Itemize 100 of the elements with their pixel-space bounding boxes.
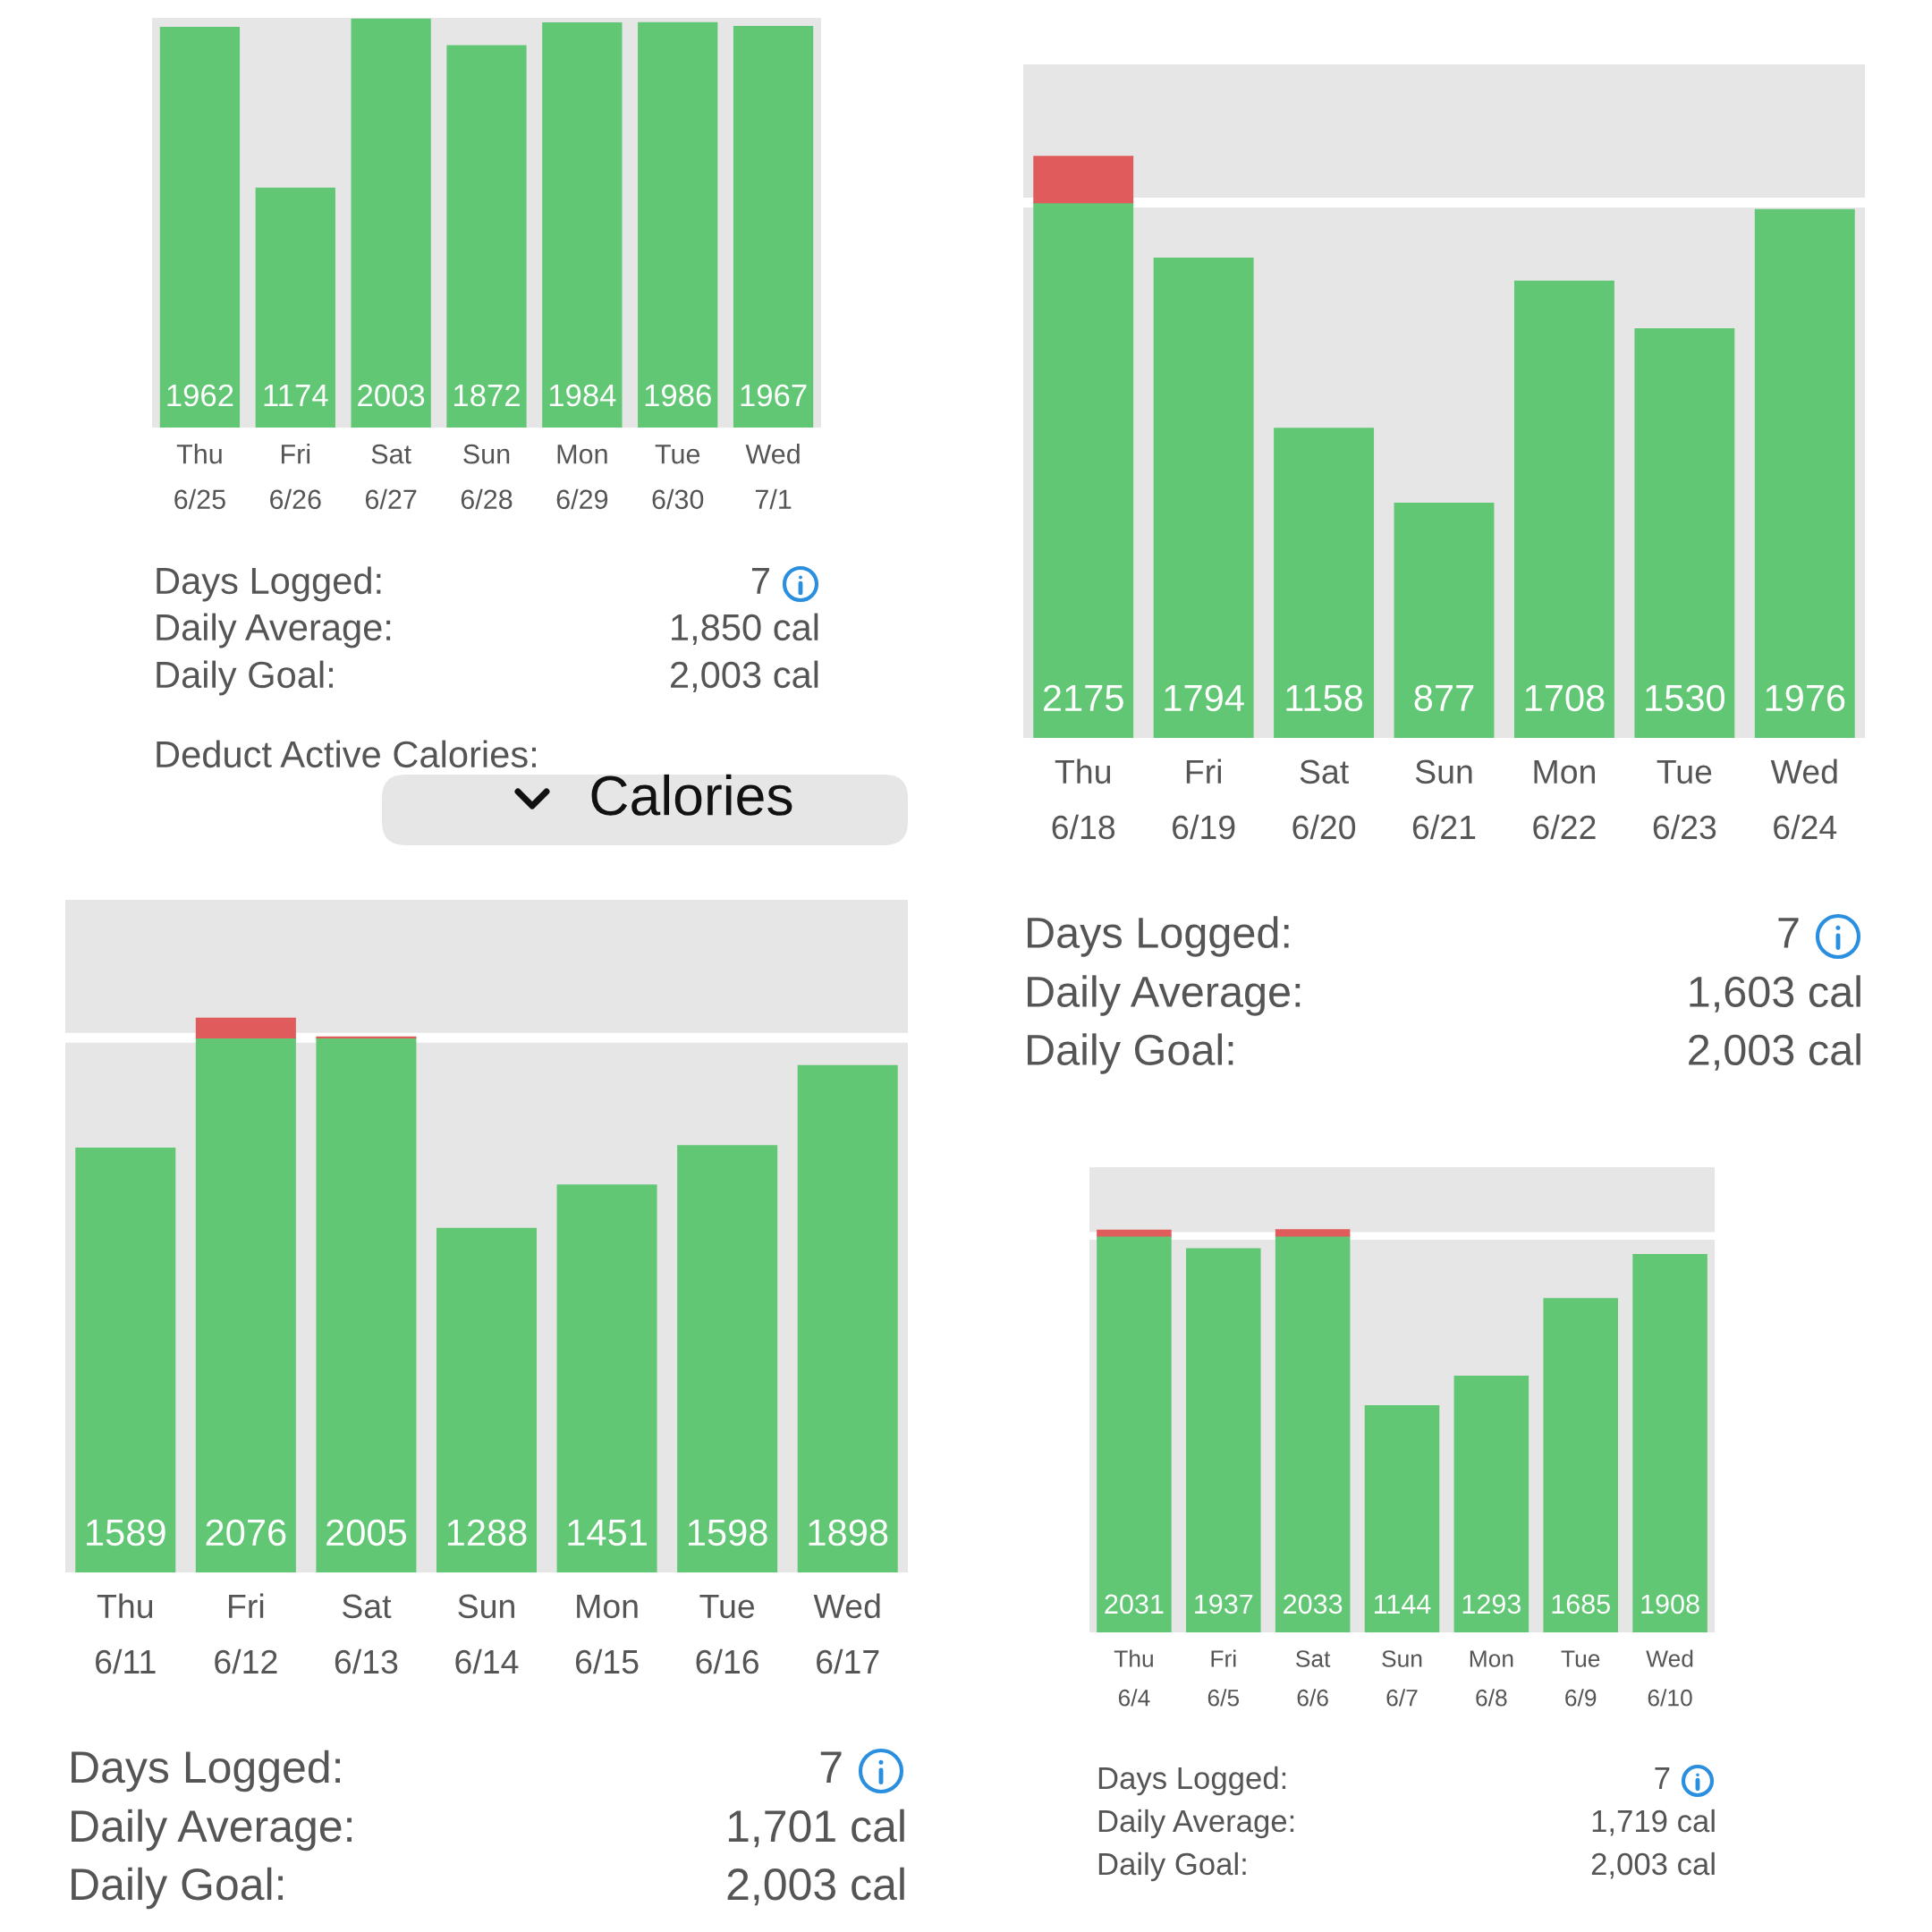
bar	[1033, 156, 1134, 204]
bar	[1513, 280, 1614, 738]
bar	[1632, 1253, 1707, 1632]
bar	[316, 1037, 417, 1572]
bar	[1394, 503, 1495, 738]
data-label: 1976	[1766, 684, 1845, 712]
bar	[542, 22, 623, 428]
bar	[797, 1064, 898, 1572]
text: 2,003 cal	[671, 660, 818, 693]
x-tick-label: Thu 6/11	[96, 1593, 156, 1674]
bar	[556, 1184, 657, 1572]
data-label: 1589	[87, 1519, 165, 1546]
bar	[1453, 1376, 1530, 1632]
total-label: 2005	[326, 1519, 407, 1546]
total-label: 2076	[206, 1519, 286, 1546]
text: 7	[1655, 1767, 1670, 1789]
x-tick-label: Sun 6/28	[461, 444, 513, 510]
bar	[1543, 1298, 1618, 1632]
x-tick-label: Sat 6/20	[1292, 759, 1356, 840]
text: Daily Goal:	[72, 1867, 283, 1910]
text: Daily Average:	[1027, 975, 1301, 1016]
bar	[733, 25, 814, 428]
text: Days Logged:	[1027, 916, 1289, 957]
data-label: 1174	[264, 385, 328, 406]
text: 7	[751, 568, 769, 594]
x-tick-label: Sat 6/27	[365, 444, 417, 510]
x-tick-label: Wed 7/1	[745, 444, 800, 510]
bar	[195, 1037, 296, 1572]
bar	[1153, 258, 1254, 738]
text: Deduct Active Calories:	[157, 740, 536, 768]
bar	[638, 21, 718, 428]
x-tick-label: Tue 6/23	[1653, 759, 1716, 840]
x-tick-label: Tue 6/9	[1561, 1650, 1600, 1707]
x-tick-label: Thu 6/18	[1052, 758, 1115, 840]
bar	[436, 1227, 538, 1572]
text: Days Logged:	[157, 566, 381, 602]
x-tick-label: Sat 6/6	[1296, 1650, 1331, 1707]
total-label: 2175	[1043, 684, 1123, 712]
x-tick-label: Tue 6/16	[696, 1594, 758, 1674]
x-tick-label: Wed 6/17	[813, 1593, 880, 1674]
bar	[255, 187, 335, 428]
data-label: 1685	[1552, 1594, 1610, 1614]
data-label: 1158	[1286, 684, 1363, 712]
data-label: 1293	[1462, 1594, 1521, 1614]
text: 2,003 cal	[727, 1867, 904, 1906]
bar	[677, 1145, 778, 1572]
x-tick-label: Mon 6/29	[556, 445, 608, 510]
text: Daily Average:	[72, 1809, 352, 1852]
x-tick-label: Mon 6/8	[1470, 1650, 1513, 1707]
data-label: 1598	[688, 1519, 767, 1546]
text: 1,603 cal	[1690, 975, 1860, 1013]
text: Daily Goal:	[157, 660, 333, 696]
x-tick-label: Fri 6/19	[1173, 758, 1235, 840]
bar	[75, 1147, 176, 1572]
x-tick-label: Mon 6/22	[1533, 759, 1596, 840]
bar	[446, 45, 527, 428]
chart-title: Calories	[591, 774, 792, 816]
x-tick-label: Sat 6/13	[335, 1594, 398, 1674]
x-tick-label: Wed 6/24	[1770, 758, 1837, 840]
data-label: 2003	[358, 384, 425, 407]
text: Daily Average:	[157, 613, 391, 648]
data-label: 1144	[1374, 1594, 1431, 1614]
x-tick-label: Sun 6/21	[1412, 759, 1476, 840]
data-label: 1288	[447, 1519, 527, 1546]
data-label: 877	[1414, 684, 1474, 712]
text: 1,850 cal	[672, 613, 818, 646]
text: 1,719 cal	[1592, 1809, 1715, 1836]
text: Days Logged:	[72, 1750, 340, 1792]
x-tick-label: Mon 6/15	[575, 1594, 639, 1674]
bar	[1754, 208, 1855, 738]
bar	[195, 1017, 296, 1039]
text: Daily Goal:	[1027, 1033, 1233, 1074]
text: 1,701 cal	[728, 1809, 904, 1848]
data-label: 1872	[454, 384, 520, 407]
data-label: 1451	[568, 1520, 647, 1546]
x-tick-label: Fri 6/26	[270, 444, 321, 510]
bar	[1274, 428, 1375, 738]
bar	[1275, 1229, 1351, 1237]
bar	[1364, 1405, 1440, 1632]
text: 2,003 cal	[1591, 1852, 1715, 1879]
bar	[1097, 1234, 1172, 1632]
text: Daily Average:	[1098, 1809, 1294, 1839]
data-label: 1984	[549, 384, 616, 407]
data-label: 1937	[1195, 1594, 1253, 1614]
bar	[1275, 1234, 1351, 1632]
bar	[1097, 1229, 1172, 1237]
data-label: 1898	[809, 1519, 888, 1546]
x-tick-label: Wed 6/10	[1646, 1649, 1693, 1707]
data-label: 1986	[645, 384, 711, 407]
total-label: 2031	[1105, 1594, 1164, 1614]
data-label: 1530	[1646, 684, 1725, 712]
bar	[159, 27, 241, 428]
data-label: 1794	[1165, 684, 1244, 712]
text: 7	[1778, 918, 1799, 948]
data-label: 1708	[1525, 684, 1605, 712]
x-tick-label: Sun 6/14	[455, 1594, 519, 1674]
x-tick-label: Thu 6/4	[1114, 1649, 1153, 1707]
text: Daily Goal:	[1098, 1852, 1246, 1882]
x-tick-label: Fri 6/5	[1208, 1649, 1240, 1707]
bar	[351, 18, 431, 428]
